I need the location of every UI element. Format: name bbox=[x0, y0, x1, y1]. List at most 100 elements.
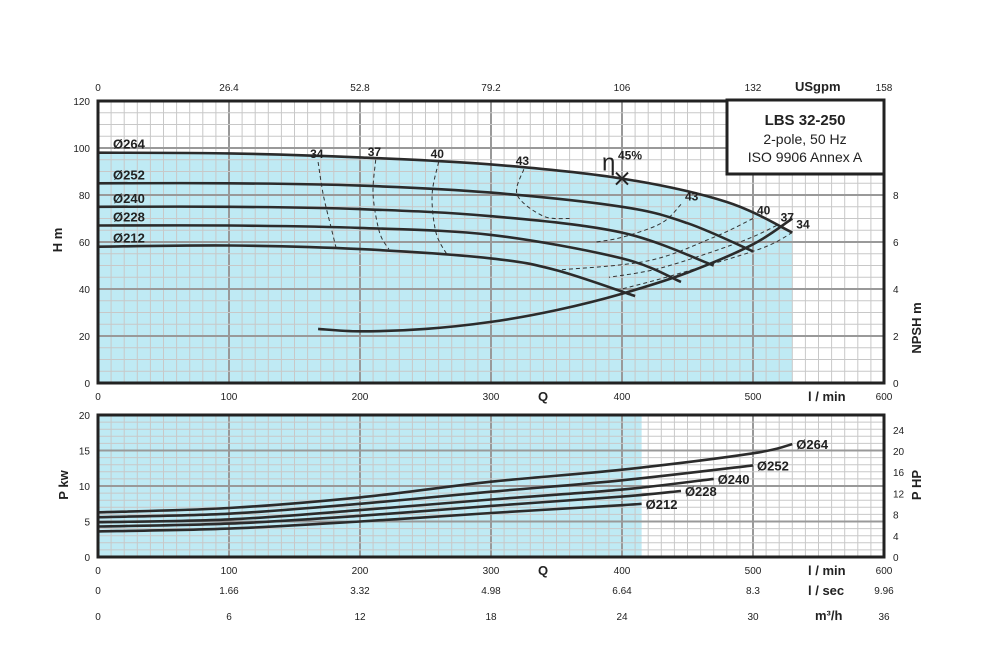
power-y-label: P kw bbox=[56, 469, 71, 499]
power-series-label: Ø212 bbox=[646, 497, 678, 512]
efficiency-symbol: η bbox=[602, 150, 615, 177]
head-series-d252 bbox=[97, 181, 754, 253]
top-axis-tick-usgpm: 26.4 bbox=[219, 83, 239, 94]
power-x-tick: 300 bbox=[483, 566, 500, 577]
power-series-label: Ø252 bbox=[757, 458, 789, 473]
power-series-label: Ø240 bbox=[718, 472, 750, 487]
efficiency-curve-34 bbox=[621, 232, 793, 290]
top-axis-tick-usgpm: 158 bbox=[876, 83, 893, 94]
head-x-label: Q bbox=[538, 389, 548, 404]
efficiency-label-40: 40 bbox=[757, 204, 771, 218]
top-axis-tick-usgpm: 132 bbox=[745, 83, 762, 94]
head-y-tick: 20 bbox=[79, 332, 91, 343]
best-efficiency-label: 45% bbox=[618, 149, 642, 163]
php-y-tick: 24 bbox=[893, 426, 905, 437]
head-series-label: Ø240 bbox=[113, 191, 145, 206]
chart-title: LBS 32-250 bbox=[765, 112, 846, 129]
head-y-tick: 80 bbox=[79, 191, 91, 202]
lsec-x-tick: 0 bbox=[95, 586, 101, 597]
chart-subtitle-line-1: 2-pole, 50 Hz bbox=[763, 131, 846, 147]
m3h-x-tick: 6 bbox=[226, 612, 232, 623]
efficiency-label-37: 37 bbox=[781, 211, 795, 225]
php-y-tick: 4 bbox=[893, 532, 899, 543]
power-series-label: Ø228 bbox=[685, 484, 717, 499]
power-x-tick: 0 bbox=[95, 566, 101, 577]
lsec-x-tick: 1.66 bbox=[219, 586, 239, 597]
npsh-y-tick: 2 bbox=[893, 332, 899, 343]
lsec-x-tick: 6.64 bbox=[612, 586, 632, 597]
head-y-tick: 100 bbox=[73, 144, 90, 155]
power-series-label: Ø264 bbox=[796, 437, 829, 452]
head-y-tick: 60 bbox=[79, 238, 91, 249]
efficiency-curve-37 bbox=[372, 159, 390, 250]
php-y-tick: 12 bbox=[893, 489, 905, 500]
efficiency-label-40: 40 bbox=[431, 147, 445, 161]
power-x-tick: 200 bbox=[352, 566, 369, 577]
power-panel-frame bbox=[96, 413, 886, 559]
lsec-x-tick: 3.32 bbox=[350, 586, 370, 597]
head-y-tick: 40 bbox=[79, 285, 91, 296]
head-x-tick: 400 bbox=[614, 392, 631, 403]
head-series-npsh bbox=[318, 217, 794, 333]
efficiency-curve-34 bbox=[317, 162, 337, 250]
lsec-x-tick: 4.98 bbox=[481, 586, 501, 597]
power-x-tick: 500 bbox=[745, 566, 762, 577]
efficiency-label-43: 43 bbox=[685, 189, 699, 203]
power-series-d264 bbox=[97, 442, 793, 514]
php-y-tick: 16 bbox=[893, 468, 905, 479]
power-x-unit: l / min bbox=[808, 563, 846, 578]
php-y-label: P HP bbox=[909, 470, 924, 500]
head-x-tick: 0 bbox=[95, 392, 101, 403]
npsh-y-tick: 4 bbox=[893, 285, 899, 296]
head-series-label: Ø264 bbox=[113, 137, 146, 152]
top-axis-tick-usgpm: 0 bbox=[95, 83, 101, 94]
head-series-label: Ø228 bbox=[113, 210, 145, 225]
title-box: LBS 32-250 2-pole, 50 Hz ISO 9906 Annex … bbox=[725, 98, 886, 176]
m3h-x-tick: 36 bbox=[878, 612, 890, 623]
head-series-label: Ø212 bbox=[113, 231, 145, 246]
efficiency-curve-40 bbox=[431, 162, 447, 255]
m3h-x-tick: 0 bbox=[95, 612, 101, 623]
power-x-tick: 400 bbox=[614, 566, 631, 577]
m3h-x-tick: 24 bbox=[616, 612, 628, 623]
head-panel-frame bbox=[96, 99, 886, 385]
head-y-label: H m bbox=[50, 228, 65, 253]
lsec-x-tick: 9.96 bbox=[874, 586, 894, 597]
m3h-x-tick: 30 bbox=[747, 612, 759, 623]
m3h-x-tick: 12 bbox=[354, 612, 366, 623]
top-axis-tick-usgpm: 106 bbox=[614, 83, 631, 94]
head-x-tick: 500 bbox=[745, 392, 762, 403]
lsec-x-unit: l / sec bbox=[808, 583, 844, 598]
top-axis-tick-usgpm: 79.2 bbox=[481, 83, 501, 94]
lsec-x-tick: 8.3 bbox=[746, 586, 760, 597]
m3h-x-tick: 18 bbox=[485, 612, 497, 623]
power-y-tick: 5 bbox=[84, 518, 90, 529]
head-series-d212 bbox=[97, 244, 636, 298]
power-x-tick: 100 bbox=[221, 566, 238, 577]
efficiency-curve-37 bbox=[608, 225, 777, 278]
power-y-tick: 10 bbox=[79, 482, 91, 493]
power-y-tick: 0 bbox=[84, 553, 90, 564]
m3h-x-unit: m³/h bbox=[815, 608, 843, 623]
power-x-tick: 600 bbox=[876, 566, 893, 577]
php-y-tick: 20 bbox=[893, 447, 905, 458]
power-series-d212 bbox=[97, 502, 642, 533]
head-x-tick: 200 bbox=[352, 392, 369, 403]
top-axis-unit: USgpm bbox=[795, 79, 841, 94]
head-y-tick: 120 bbox=[73, 97, 90, 108]
top-axis-tick-usgpm: 52.8 bbox=[350, 83, 370, 94]
power-y-tick: 15 bbox=[79, 447, 91, 458]
head-x-tick: 100 bbox=[221, 392, 238, 403]
efficiency-label-34: 34 bbox=[310, 147, 324, 161]
php-y-tick: 0 bbox=[893, 553, 899, 564]
npsh-y-tick: 0 bbox=[893, 379, 899, 390]
power-x-label: Q bbox=[538, 563, 548, 578]
head-y-tick: 0 bbox=[84, 379, 90, 390]
efficiency-curve-43 bbox=[595, 204, 682, 243]
head-series-d240 bbox=[97, 205, 715, 267]
efficiency-label-34: 34 bbox=[796, 218, 810, 232]
power-series-d252 bbox=[97, 464, 754, 519]
chart-subtitle-line-2: ISO 9906 Annex A bbox=[748, 149, 863, 165]
